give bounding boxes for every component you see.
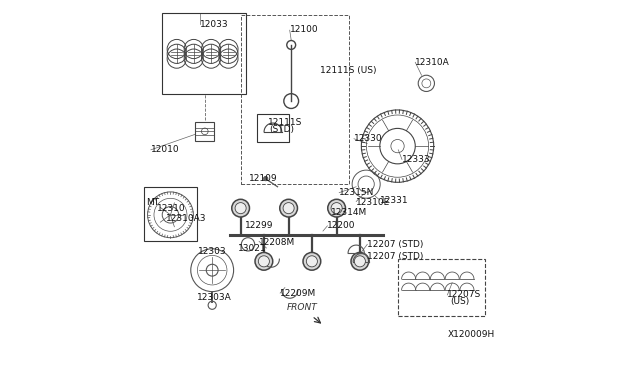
Text: 12315N: 12315N [339,188,374,197]
Circle shape [264,176,268,181]
Text: 12303A: 12303A [197,293,232,302]
Bar [143,187,197,241]
Text: 12209M: 12209M [280,289,316,298]
Circle shape [303,253,321,270]
Text: 12109: 12109 [249,174,278,183]
Text: 12207S: 12207S [447,291,482,299]
Circle shape [331,203,342,214]
Text: 12310: 12310 [157,203,186,213]
Text: 12010: 12010 [151,145,180,154]
Circle shape [259,256,269,267]
Circle shape [355,256,365,267]
Bar [257,114,289,142]
Text: 12111S (US): 12111S (US) [320,66,376,75]
Circle shape [255,253,273,270]
Text: X120009H: X120009H [447,330,495,339]
Text: 12111S: 12111S [268,118,302,127]
Text: 12314M: 12314M [331,208,367,217]
Text: 12331: 12331 [380,196,408,205]
Circle shape [280,199,298,217]
Text: 12200: 12200 [328,221,356,230]
Text: FRONT: FRONT [287,303,317,312]
Text: (US): (US) [450,297,469,306]
Bar [162,13,246,94]
Text: 12207 (STD): 12207 (STD) [367,252,424,262]
Text: 12208M: 12208M [259,238,295,247]
Text: 12310E: 12310E [356,198,390,207]
Text: 12303: 12303 [198,247,227,256]
Text: 12299: 12299 [245,221,274,230]
Circle shape [235,203,246,214]
Circle shape [328,199,346,217]
Text: 12310A3: 12310A3 [166,214,206,223]
Text: 12330: 12330 [354,134,383,143]
Bar [398,259,485,316]
Text: (STD): (STD) [269,125,294,134]
Circle shape [232,199,250,217]
Text: 12100: 12100 [290,25,318,33]
Text: 12333: 12333 [402,155,431,164]
Text: 12033: 12033 [200,20,228,29]
Text: 12310A: 12310A [415,58,450,67]
Circle shape [307,256,317,267]
Text: 13021: 13021 [238,244,267,253]
Bar [195,122,214,141]
Circle shape [283,203,294,214]
Text: 12207 (STD): 12207 (STD) [367,240,424,249]
Circle shape [351,253,369,270]
Bar [241,15,349,184]
Text: MT: MT [146,198,159,207]
